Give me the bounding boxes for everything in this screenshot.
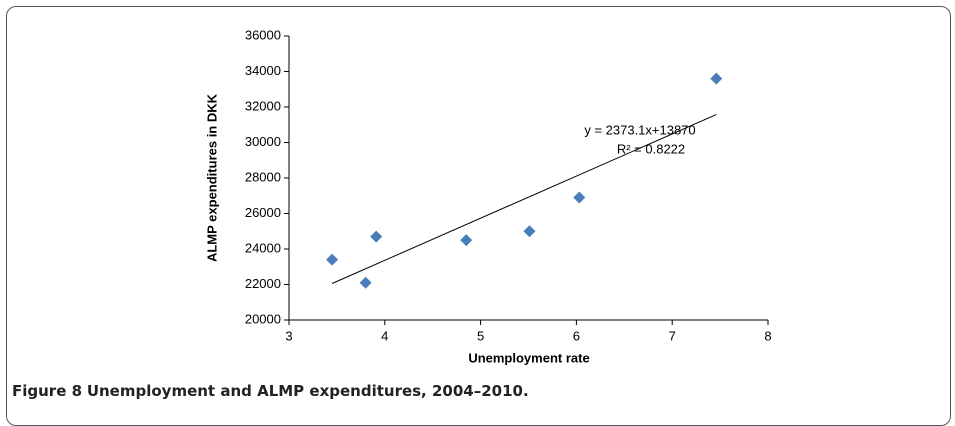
trend-equation: y = 2373.1x+13870	[584, 122, 695, 137]
y-tick-label: 24000	[245, 240, 281, 255]
point	[573, 191, 586, 204]
y-tick-label: 26000	[245, 205, 281, 220]
x-tick-label: 3	[285, 328, 292, 343]
caption-text: Unemployment and ALMP expenditures, 2004…	[86, 382, 529, 400]
x-tick-label: 8	[764, 328, 771, 343]
point	[370, 230, 383, 243]
y-tick-label: 34000	[245, 63, 281, 78]
trend-r2: R² = 0.8222	[617, 141, 685, 156]
y-tick-label: 28000	[245, 169, 281, 184]
point	[523, 225, 536, 238]
x-tick-label: 7	[669, 328, 676, 343]
y-tick-label: 36000	[245, 27, 281, 42]
point	[710, 72, 723, 85]
point	[326, 253, 339, 266]
y-tick-label: 32000	[245, 98, 281, 113]
x-tick-label: 4	[381, 328, 388, 343]
caption: Figure 8 Unemployment and ALMP expenditu…	[12, 382, 529, 400]
y-tick-label: 20000	[245, 311, 281, 326]
x-tick-label: 5	[477, 328, 484, 343]
page: Unemployment rate ALMP expenditures in D…	[6, 6, 951, 426]
point	[460, 234, 473, 247]
y-tick-label: 22000	[245, 276, 281, 291]
x-axis-label: Unemployment rate	[468, 350, 589, 365]
chart: Unemployment rate ALMP expenditures in D…	[204, 27, 771, 365]
x-tick-label: 6	[573, 328, 580, 343]
point	[359, 276, 372, 289]
y-tick-label: 30000	[245, 134, 281, 149]
y-axis-label: ALMP expenditures in DKK	[204, 93, 219, 262]
trendline	[331, 114, 717, 284]
caption-label: Figure 8	[12, 382, 83, 400]
